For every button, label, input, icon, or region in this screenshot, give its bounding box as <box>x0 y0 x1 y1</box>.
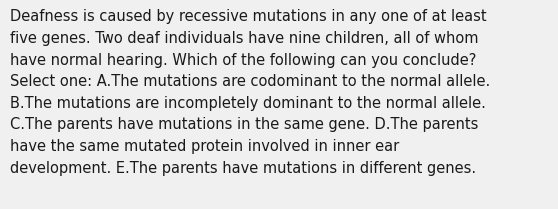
Text: Deafness is caused by recessive mutations in any one of at least
five genes. Two: Deafness is caused by recessive mutation… <box>10 9 490 176</box>
